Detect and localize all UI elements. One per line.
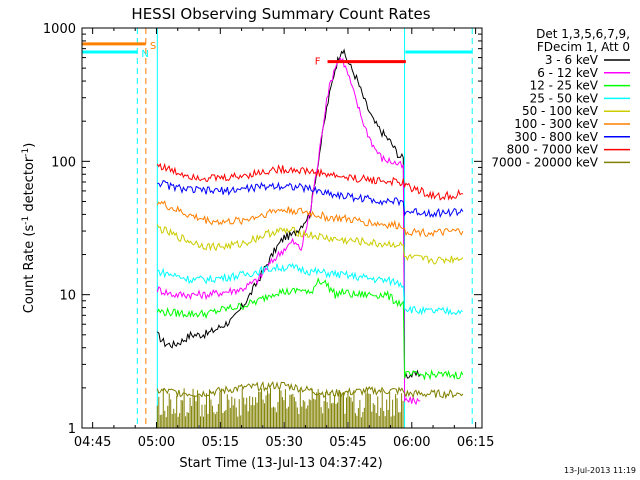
legend-label-1: 6 - 12 keV bbox=[537, 66, 599, 80]
plot-area: SN F bbox=[82, 28, 473, 428]
x-tick-label-1: 05:00 bbox=[138, 435, 175, 450]
y-tick-label-2: 100 bbox=[51, 155, 76, 170]
y-axis-label: Count Rate (s-1 detector-1) bbox=[21, 143, 37, 314]
legend-label-5: 100 - 300 keV bbox=[514, 117, 598, 131]
flag-label-f: F bbox=[315, 57, 321, 68]
series-line-0 bbox=[156, 48, 421, 379]
series-line-6 bbox=[157, 179, 464, 219]
flag-label-n: N bbox=[141, 49, 148, 60]
x-tick-label-6: 06:15 bbox=[457, 435, 494, 450]
series-line-5 bbox=[156, 200, 464, 238]
x-tick-label-3: 05:30 bbox=[265, 435, 302, 450]
timestamp: 13-Jul-2013 11:19 bbox=[564, 466, 636, 475]
legend: Det 1,3,5,6,7,9, FDecim 1, Att 0 3 - 6 k… bbox=[491, 27, 630, 169]
x-axis-label: Start Time (13-Jul-13 04:37:42) bbox=[179, 456, 382, 471]
legend-label-0: 3 - 6 keV bbox=[545, 53, 599, 67]
series-line-7 bbox=[156, 162, 463, 201]
legend-label-8: 7000 - 20000 keV bbox=[491, 155, 598, 169]
series-line-3 bbox=[157, 262, 464, 316]
x-axis: 04:45 05:00 05:15 05:30 05:45 06:00 06:15 bbox=[74, 28, 494, 450]
legend-header-line1: Det 1,3,5,6,7,9, bbox=[536, 27, 630, 41]
legend-label-4: 50 - 100 keV bbox=[522, 104, 599, 118]
x-tick-label-0: 04:45 bbox=[74, 435, 111, 450]
legend-label-7: 800 - 7000 keV bbox=[507, 143, 599, 157]
y-tick-label-3: 1000 bbox=[43, 22, 76, 37]
series-line-8 bbox=[156, 380, 464, 400]
legend-label-3: 25 - 50 keV bbox=[530, 91, 599, 105]
y-tick-label-1: 10 bbox=[59, 289, 76, 304]
y-tick-label-0: 1 bbox=[68, 422, 76, 437]
legend-label-2: 12 - 25 keV bbox=[530, 79, 599, 93]
chart-title: HESSI Observing Summary Count Rates bbox=[131, 5, 430, 23]
legend-label-6: 300 - 800 keV bbox=[514, 130, 598, 144]
series-line-1 bbox=[156, 56, 421, 406]
series-line-4 bbox=[156, 224, 464, 265]
legend-header-line2: FDecim 1, Att 0 bbox=[537, 40, 630, 54]
plot-frame bbox=[81, 27, 483, 429]
x-tick-label-2: 05:15 bbox=[202, 435, 239, 450]
flag-label-s: S bbox=[150, 41, 156, 52]
y-axis: 1 10 100 1000 bbox=[43, 22, 482, 437]
x-tick-label-4: 05:45 bbox=[329, 435, 366, 450]
series-line-2 bbox=[156, 277, 464, 381]
x-tick-label-5: 06:00 bbox=[393, 435, 430, 450]
